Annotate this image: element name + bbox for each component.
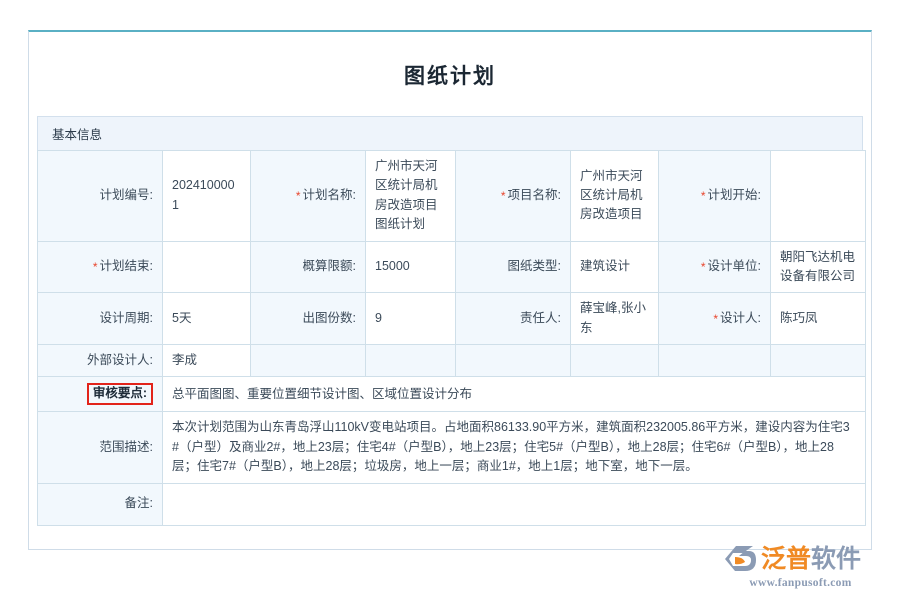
cell-label-design-unit: * 设计单位: xyxy=(658,240,771,294)
cell-empty-1 xyxy=(250,343,366,378)
responsible-label: 责任人: xyxy=(520,310,561,325)
design-unit-value: 朝阳飞达机电设备有限公司 xyxy=(780,249,856,283)
cell-value-plan-start[interactable] xyxy=(770,150,866,242)
watermark-logo-row: 泛普软件 xyxy=(723,542,878,576)
required-asterisk-icon: * xyxy=(500,188,506,203)
review-points-value: 总平面图图、重要位置细节设计图、区域位置设计分布 xyxy=(172,386,473,401)
cell-value-designer[interactable]: 陈巧凤 xyxy=(770,292,866,345)
cell-label-project-name: * 项目名称: xyxy=(455,150,571,242)
cell-label-drawing-copies: 出图份数: xyxy=(250,292,366,345)
watermark-brand-primary: 泛普 xyxy=(761,544,812,573)
cell-value-design-unit[interactable]: 朝阳飞达机电设备有限公司 xyxy=(770,240,866,294)
cell-label-external-designer: 外部设计人: xyxy=(37,343,163,378)
table-row: 备注: xyxy=(37,482,866,526)
table-row: 设计周期: 5天 出图份数: 9 责任人: 薛宝峰,张小东 xyxy=(37,292,866,345)
designer-label: 设计人: xyxy=(720,310,761,325)
cell-label-designer: * 设计人: xyxy=(658,292,771,345)
design-cycle-value: 5天 xyxy=(172,310,192,325)
required-asterisk-icon: * xyxy=(295,188,301,203)
form-card: 图纸计划 基本信息 计划编号: 20 xyxy=(28,30,872,550)
cell-label-remark: 备注: xyxy=(37,482,163,526)
section-header-label: 基本信息 xyxy=(52,128,103,142)
project-name-value: 广州市天河区统计局机房改造项目 xyxy=(580,168,643,222)
designer-value: 陈巧凤 xyxy=(780,310,818,325)
responsible-value: 薛宝峰,张小东 xyxy=(580,301,646,335)
cell-value-remark[interactable] xyxy=(162,482,866,526)
page-title: 图纸计划 xyxy=(404,65,496,88)
scope-desc-value: 本次计划范围为山东青岛浮山110kV变电站项目。占地面积86133.90平方米，… xyxy=(172,420,850,474)
plan-name-value: 广州市天河区统计局机房改造项目图纸计划 xyxy=(375,159,438,232)
cell-label-plan-no: 计划编号: xyxy=(37,150,163,242)
required-asterisk-icon: * xyxy=(713,311,719,326)
external-designer-label: 外部设计人: xyxy=(87,353,153,367)
scope-desc-label: 范围描述: xyxy=(99,439,153,454)
budget-limit-label: 概算限额: xyxy=(302,259,356,274)
cell-empty-5 xyxy=(658,343,771,378)
cell-value-plan-name[interactable]: 广州市天河区统计局机房改造项目图纸计划 xyxy=(365,150,456,242)
drawing-type-label: 图纸类型: xyxy=(507,259,561,274)
plan-no-value: 2024100001 xyxy=(172,178,235,212)
required-asterisk-icon: * xyxy=(92,260,98,275)
section-header-basic-info: 基本信息 xyxy=(37,116,863,150)
design-cycle-label: 设计周期: xyxy=(99,310,153,325)
project-name-label: 项目名称: xyxy=(507,187,561,202)
cell-empty-6 xyxy=(770,343,866,378)
fanpu-logo-icon xyxy=(725,546,756,571)
watermark-logo: 泛普软件 www.fanpusoft.com xyxy=(723,542,878,594)
cell-label-plan-start: * 计划开始: xyxy=(658,150,771,242)
cell-empty-2 xyxy=(365,343,456,378)
external-designer-value: 李成 xyxy=(172,353,198,367)
cell-value-project-name[interactable]: 广州市天河区统计局机房改造项目 xyxy=(570,150,659,242)
budget-limit-value: 15000 xyxy=(375,259,410,274)
cell-label-scope-desc: 范围描述: xyxy=(37,411,163,484)
design-unit-label: 设计单位: xyxy=(707,259,761,274)
plan-end-label: 计划结束: xyxy=(99,259,153,274)
cell-value-drawing-copies[interactable]: 9 xyxy=(365,292,456,345)
cell-label-drawing-type: 图纸类型: xyxy=(455,240,571,294)
cell-value-external-designer[interactable]: 李成 xyxy=(162,343,251,378)
cell-label-design-cycle: 设计周期: xyxy=(37,292,163,345)
watermark-url: www.fanpusoft.com xyxy=(749,577,852,589)
cell-value-drawing-type[interactable]: 建筑设计 xyxy=(570,240,659,294)
table-row: 外部设计人: 李成 xyxy=(37,343,866,378)
remark-label: 备注: xyxy=(124,496,153,511)
table-row: 计划编号: 2024100001 * 计划名称: 广州市天河区统计局机房改造项目图… xyxy=(37,150,866,242)
cell-value-review-points[interactable]: 总平面图图、重要位置细节设计图、区域位置设计分布 xyxy=(162,376,866,413)
table-row: * 计划结束: 概算限额: 15000 图纸类型: 建筑设计 xyxy=(37,240,866,294)
cell-empty-3 xyxy=(455,343,571,378)
cell-value-design-cycle[interactable]: 5天 xyxy=(162,292,251,345)
required-asterisk-icon: * xyxy=(700,188,706,203)
drawing-copies-label: 出图份数: xyxy=(302,310,356,325)
cell-label-plan-end: * 计划结束: xyxy=(37,240,163,294)
table-row: 审核要点: 总平面图图、重要位置细节设计图、区域位置设计分布 xyxy=(37,376,866,413)
cell-label-plan-name: * 计划名称: xyxy=(250,150,366,242)
drawing-copies-value: 9 xyxy=(375,310,382,325)
cell-value-scope-desc[interactable]: 本次计划范围为山东青岛浮山110kV变电站项目。占地面积86133.90平方米，… xyxy=(162,411,866,484)
plan-no-label: 计划编号: xyxy=(99,188,153,203)
table-row: 范围描述: 本次计划范围为山东青岛浮山110kV变电站项目。占地面积86133.… xyxy=(37,411,866,484)
drawing-type-value: 建筑设计 xyxy=(580,259,631,274)
plan-start-label: 计划开始: xyxy=(707,187,761,202)
cell-value-budget-limit[interactable]: 15000 xyxy=(365,240,456,294)
review-points-label: 审核要点: xyxy=(92,386,147,401)
cell-label-responsible: 责任人: xyxy=(455,292,571,345)
watermark-brand: 泛普软件 xyxy=(761,544,862,573)
cell-label-review-points: 审核要点: xyxy=(37,376,163,413)
basic-info-table: 计划编号: 2024100001 * 计划名称: 广州市天河区统计局机房改造项目图… xyxy=(37,150,866,526)
plan-name-label: 计划名称: xyxy=(302,187,356,202)
review-points-label-highlight: 审核要点: xyxy=(86,383,153,406)
cell-value-responsible[interactable]: 薛宝峰,张小东 xyxy=(570,292,659,345)
cell-empty-4 xyxy=(570,343,659,378)
cell-value-plan-no[interactable]: 2024100001 xyxy=(162,150,251,242)
watermark-brand-secondary: 软件 xyxy=(811,544,862,573)
cell-value-plan-end[interactable] xyxy=(162,240,251,294)
required-asterisk-icon: * xyxy=(700,260,706,275)
cell-label-budget-limit: 概算限额: xyxy=(250,240,366,294)
